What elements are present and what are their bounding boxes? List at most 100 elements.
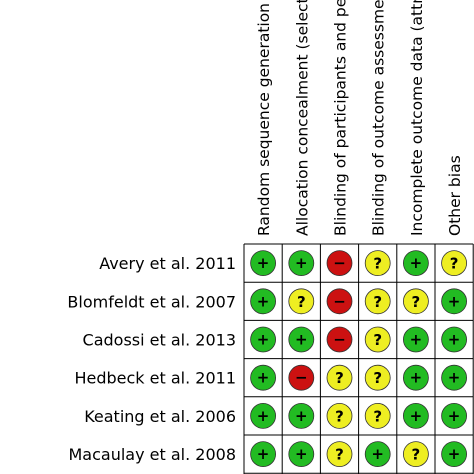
cell-symbol: + (410, 407, 423, 425)
cell-symbol: + (448, 292, 461, 310)
cell-circle (364, 364, 391, 391)
cell-symbol: + (257, 292, 270, 310)
cell-symbol: − (333, 254, 346, 272)
cell-symbol: ? (373, 407, 382, 425)
cell-circle (288, 326, 315, 353)
cell-low-icon: + (250, 326, 277, 353)
cell-circle (364, 250, 391, 277)
cell-circle (326, 288, 353, 315)
cell-symbol: ? (450, 255, 459, 273)
cell-circle (402, 250, 429, 277)
cell-unclear-icon: ? (364, 288, 391, 315)
cell-symbol: + (448, 331, 461, 349)
cell-circle (402, 288, 429, 315)
row-label: Avery et al. 2011 (99, 254, 236, 273)
row-label: Hedbeck et al. 2011 (74, 369, 236, 388)
cell-circle (441, 250, 468, 277)
cell-unclear-icon: ? (364, 250, 391, 277)
cell-circle (288, 288, 315, 315)
cell-symbol: ? (373, 255, 382, 273)
cell-symbol: ? (373, 293, 382, 311)
cell-high-icon: − (288, 364, 315, 391)
row-label: Cadossi et al. 2013 (83, 331, 236, 350)
cell-circle (326, 402, 353, 429)
cells: + + −? + ? +? −?? + + + −? + + + −?? + + + +?? + + + +? +? + (250, 250, 468, 468)
cell-circle (402, 441, 429, 468)
cell-circle (326, 441, 353, 468)
row-label: Blomfeldt et al. 2007 (67, 292, 236, 311)
cell-circle (441, 364, 468, 391)
cell-circle (364, 326, 391, 353)
cell-symbol: + (257, 254, 270, 272)
cell-low-icon: + (250, 364, 277, 391)
cell-low-icon: + (288, 402, 315, 429)
cell-unclear-icon: ? (364, 364, 391, 391)
cell-circle (441, 288, 468, 315)
cell-circle (441, 441, 468, 468)
cell-low-icon: + (402, 326, 429, 353)
cell-high-icon: − (326, 250, 353, 277)
cell-low-icon: + (364, 441, 391, 468)
cell-symbol: + (410, 331, 423, 349)
cell-symbol: + (257, 331, 270, 349)
cell-symbol: + (257, 445, 270, 463)
cell-unclear-icon: ? (326, 364, 353, 391)
cell-symbol: + (410, 369, 423, 387)
cell-symbol: ? (373, 369, 382, 387)
cell-symbol: + (410, 254, 423, 272)
cell-symbol: ? (412, 446, 421, 464)
cell-symbol: + (448, 407, 461, 425)
cell-circle (250, 441, 277, 468)
cell-unclear-icon: ? (402, 288, 429, 315)
cell-unclear-icon: ? (402, 441, 429, 468)
cell-symbol: + (257, 407, 270, 425)
row-labels: Avery et al. 2011 Blomfeldt et al. 2007 Ca… (67, 254, 236, 464)
cell-symbol: ? (412, 293, 421, 311)
cell-low-icon: + (250, 402, 277, 429)
cell-circle (364, 441, 391, 468)
cell-unclear-icon: ? (364, 326, 391, 353)
cell-circle (250, 326, 277, 353)
cell-symbol: + (295, 254, 308, 272)
column-label: Incomplete outcome data (attrition bias) (408, 0, 426, 236)
cell-symbol: + (295, 407, 308, 425)
cell-symbol: + (448, 369, 461, 387)
cell-low-icon: + (402, 250, 429, 277)
cell-circle (288, 364, 315, 391)
cell-symbol: ? (297, 293, 306, 311)
cell-low-icon: + (441, 364, 468, 391)
cell-circle (250, 364, 277, 391)
cell-unclear-icon: ? (441, 250, 468, 277)
row-label: Macaulay et al. 2008 (69, 445, 237, 464)
cell-circle (402, 402, 429, 429)
cell-circle (288, 250, 315, 277)
cell-circle (402, 326, 429, 353)
cell-circle (288, 402, 315, 429)
cell-high-icon: − (326, 326, 353, 353)
column-label: Allocation concealment (selection bias) (293, 0, 311, 236)
column-labels: Random sequence generation (selection bi… (255, 0, 464, 236)
cell-symbol: − (295, 369, 308, 387)
cell-circle (326, 326, 353, 353)
cell-low-icon: + (250, 288, 277, 315)
cell-circle (326, 250, 353, 277)
cell-symbol: ? (335, 446, 344, 464)
cell-symbol: ? (335, 369, 344, 387)
cell-low-icon: + (441, 288, 468, 315)
grid (243, 243, 474, 474)
cell-symbol: + (295, 445, 308, 463)
cell-circle (441, 402, 468, 429)
cell-low-icon: + (288, 441, 315, 468)
cell-symbol: + (295, 331, 308, 349)
cell-symbol: ? (373, 331, 382, 349)
cell-circle (326, 364, 353, 391)
cell-low-icon: + (288, 326, 315, 353)
cell-symbol: − (333, 331, 346, 349)
cell-low-icon: + (441, 441, 468, 468)
cell-symbol: + (371, 445, 384, 463)
cell-low-icon: + (288, 250, 315, 277)
column-label: Other bias (446, 155, 464, 236)
cell-symbol: ? (335, 407, 344, 425)
cell-unclear-icon: ? (326, 402, 353, 429)
